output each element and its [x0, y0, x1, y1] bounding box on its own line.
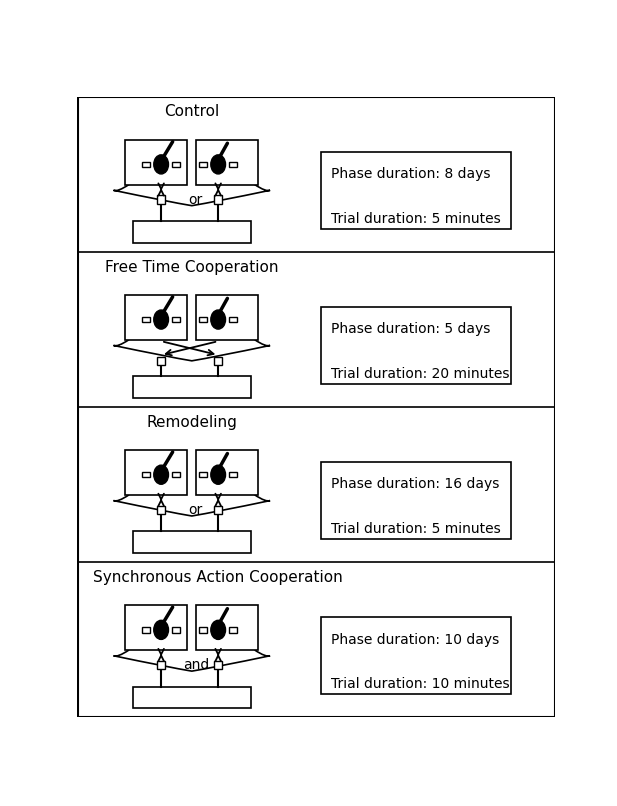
Bar: [157, 661, 165, 669]
Circle shape: [154, 465, 168, 484]
Text: Phase duration: 16 days: Phase duration: 16 days: [331, 477, 499, 492]
Bar: [142, 162, 150, 167]
Bar: [142, 317, 150, 322]
Bar: [321, 152, 511, 229]
Bar: [214, 661, 223, 669]
Bar: [196, 295, 259, 339]
Circle shape: [154, 155, 168, 174]
Circle shape: [154, 310, 168, 329]
Bar: [230, 162, 237, 167]
Bar: [142, 627, 150, 633]
Text: Synchronous Action Cooperation: Synchronous Action Cooperation: [93, 570, 342, 585]
Bar: [321, 617, 511, 694]
Circle shape: [211, 621, 226, 639]
Bar: [199, 472, 207, 477]
Bar: [125, 450, 187, 495]
Bar: [230, 472, 237, 477]
Text: Phase duration: 10 days: Phase duration: 10 days: [331, 633, 499, 646]
Bar: [199, 162, 207, 167]
Bar: [142, 472, 150, 477]
Bar: [133, 376, 251, 398]
Bar: [125, 295, 187, 339]
Bar: [214, 356, 223, 365]
Text: Trial duration: 20 minutes: Trial duration: 20 minutes: [331, 367, 509, 381]
Bar: [196, 605, 259, 650]
Text: and: and: [183, 659, 209, 672]
Bar: [172, 627, 180, 633]
Bar: [125, 605, 187, 650]
Text: or: or: [189, 503, 203, 517]
Text: Control: Control: [164, 105, 220, 119]
Bar: [125, 139, 187, 185]
Text: Phase duration: 8 days: Phase duration: 8 days: [331, 167, 490, 181]
Bar: [199, 627, 207, 633]
Text: or: or: [189, 193, 203, 207]
Bar: [133, 531, 251, 553]
Bar: [172, 317, 180, 322]
Bar: [321, 462, 511, 539]
Bar: [321, 307, 511, 384]
Text: Free Time Cooperation: Free Time Cooperation: [105, 260, 278, 275]
Bar: [133, 687, 251, 708]
Text: Trial duration: 5 minutes: Trial duration: 5 minutes: [331, 522, 500, 536]
Bar: [230, 317, 237, 322]
Text: Phase duration: 5 days: Phase duration: 5 days: [331, 322, 490, 336]
Circle shape: [154, 621, 168, 639]
Bar: [199, 317, 207, 322]
Bar: [196, 450, 259, 495]
Bar: [157, 195, 165, 204]
Bar: [157, 505, 165, 514]
Circle shape: [211, 310, 226, 329]
Circle shape: [211, 465, 226, 484]
Circle shape: [211, 155, 226, 174]
Bar: [133, 221, 251, 243]
Bar: [172, 162, 180, 167]
Text: Trial duration: 10 minutes: Trial duration: 10 minutes: [331, 677, 509, 692]
Bar: [172, 472, 180, 477]
Text: Trial duration: 5 minutes: Trial duration: 5 minutes: [331, 212, 500, 226]
Bar: [230, 627, 237, 633]
Bar: [157, 356, 165, 365]
Bar: [214, 505, 223, 514]
Text: Remodeling: Remodeling: [146, 415, 238, 430]
Bar: [214, 195, 223, 204]
Bar: [196, 139, 259, 185]
